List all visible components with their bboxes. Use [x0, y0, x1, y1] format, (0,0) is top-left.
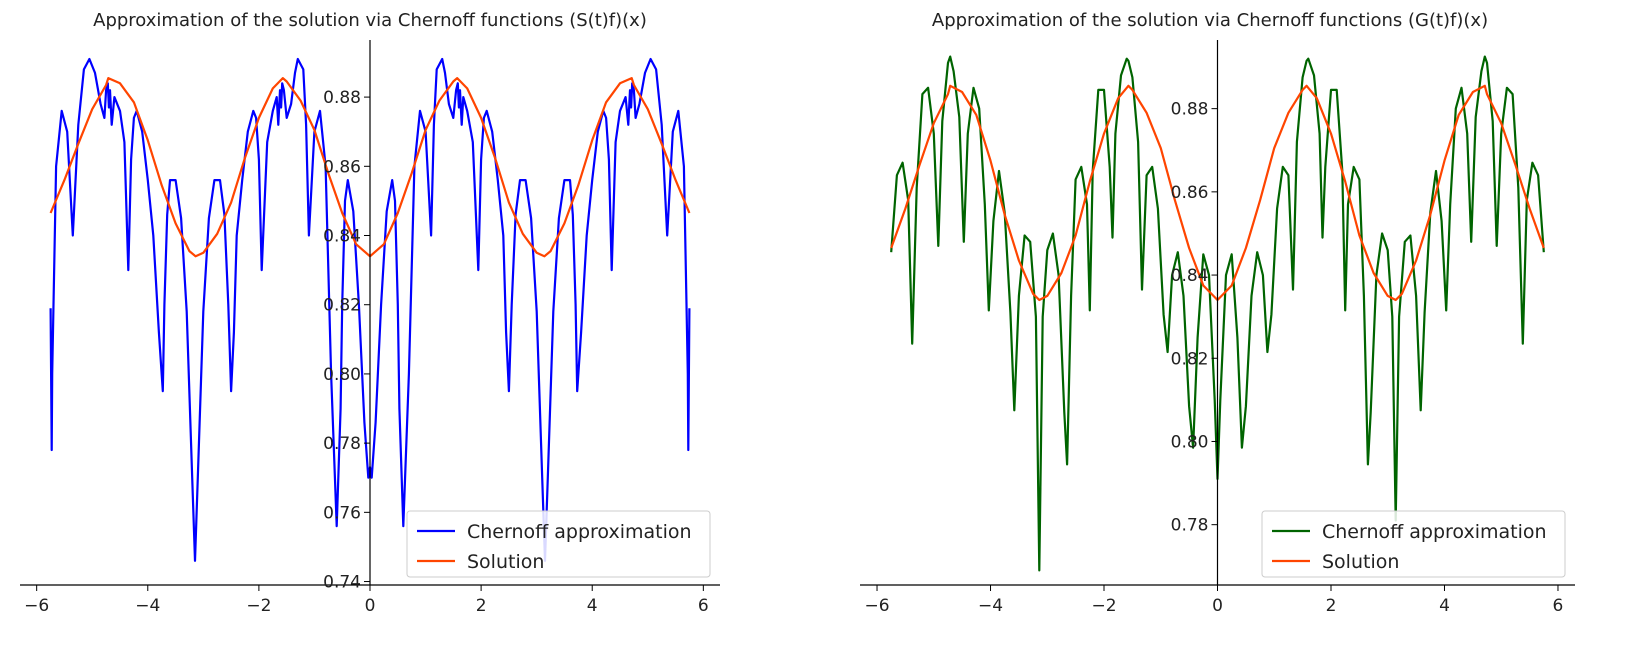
y-tick-label: 0.82	[1171, 349, 1209, 369]
x-tick-label: 2	[476, 596, 487, 616]
chart-title: Approximation of the solution via Cherno…	[932, 10, 1488, 31]
x-tick-label: −2	[246, 596, 271, 616]
y-tick-label: 0.78	[323, 434, 361, 454]
x-tick-label: −2	[1091, 596, 1116, 616]
y-tick-label: 0.88	[323, 88, 361, 108]
y-tick-label: 0.76	[323, 503, 361, 523]
y-tick-label: 0.80	[1171, 432, 1209, 452]
legend-label: Solution	[467, 551, 544, 573]
y-tick-label: 0.84	[1171, 266, 1209, 286]
x-tick-label: 2	[1326, 596, 1337, 616]
y-tick-label: 0.86	[323, 157, 361, 177]
legend-label: Chernoff approximation	[1322, 521, 1547, 543]
chart-panel-right: Approximation of the solution via Cherno…	[815, 0, 1630, 651]
x-tick-label: 0	[1212, 596, 1223, 616]
x-tick-label: −6	[864, 596, 889, 616]
x-tick-label: 6	[698, 596, 709, 616]
legend-box	[1261, 510, 1566, 578]
chart-left-svg: Approximation of the solution via Cherno…	[20, 10, 720, 616]
y-tick-label: 0.74	[323, 573, 361, 593]
chart-title: Approximation of the solution via Cherno…	[93, 10, 647, 31]
y-tick-label: 0.88	[1171, 100, 1209, 120]
legend-box	[406, 510, 711, 578]
y-tick-label: 0.82	[323, 296, 361, 316]
x-tick-label: 6	[1553, 596, 1564, 616]
y-tick-label: 0.80	[323, 365, 361, 385]
y-tick-label: 0.84	[323, 227, 361, 247]
chart-right-svg: Approximation of the solution via Cherno…	[860, 10, 1575, 616]
y-tick-label: 0.86	[1171, 183, 1209, 203]
x-tick-label: 0	[365, 596, 376, 616]
legend-label: Chernoff approximation	[467, 521, 692, 543]
legend-label: Solution	[1322, 551, 1399, 573]
chart-panel-left: Approximation of the solution via Cherno…	[0, 0, 815, 651]
x-tick-label: −4	[978, 596, 1003, 616]
x-tick-label: −4	[135, 596, 160, 616]
x-tick-label: 4	[1439, 596, 1450, 616]
x-tick-label: 4	[587, 596, 598, 616]
x-tick-label: −6	[24, 596, 49, 616]
y-tick-label: 0.78	[1171, 516, 1209, 536]
